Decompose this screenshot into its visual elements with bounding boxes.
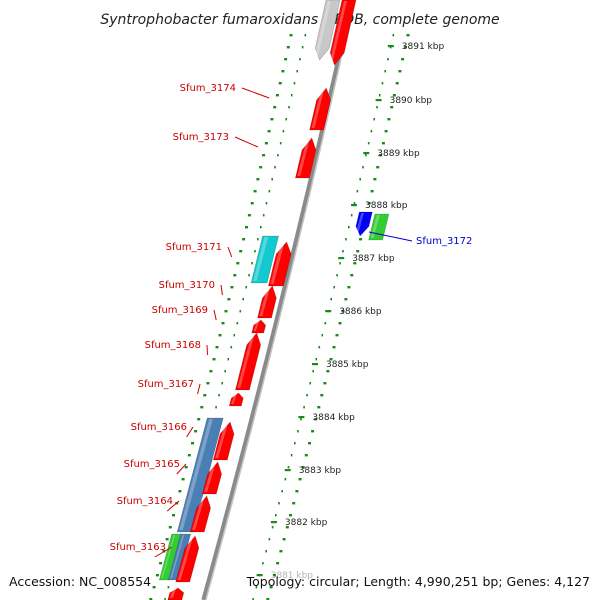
gene-sfum-3169-highlight	[253, 321, 260, 331]
gene-sfum-3165[interactable]	[201, 461, 222, 495]
gene-sfum-3163-green-highlight	[161, 535, 176, 578]
gene-sfum-3164[interactable]	[189, 495, 211, 533]
gene-sfum-3174-highlight	[311, 89, 325, 128]
gene-red-bottom-highlight	[169, 589, 176, 598]
gene-labels[interactable]: Sfum_3174 Sfum_3173 Sfum_3171 Sfum_3170 Sfum…	[110, 83, 473, 558]
gene-sfum-3163[interactable]	[175, 535, 200, 583]
gene-steelblue-block-highlight	[179, 419, 213, 530]
kbp-ticks: 3891 kbp 3890 kbp 3889 kbp 3888 kbp 3887 kbp…	[256, 42, 445, 581]
kbp-tick-label: 3890 kbp	[390, 96, 433, 106]
gene-sfum-3170-highlight	[259, 287, 271, 316]
gene-sfum-3172-blue[interactable]	[355, 211, 373, 237]
kbp-tick-label: 3888 kbp	[365, 201, 408, 211]
kbp-tick-label: 3885 kbp	[326, 360, 369, 370]
gene-gray-top[interactable]	[314, 0, 341, 61]
kbp-tick-label: 3887 kbp	[352, 254, 395, 264]
gene-label-sfum-3166[interactable]: Sfum_3166	[131, 422, 187, 433]
gene-sfum-3174[interactable]	[309, 87, 331, 131]
gene-sfum-3165-highlight	[204, 463, 216, 492]
gene-sfum-3173[interactable]	[295, 137, 317, 179]
gene-label-sfum-3170[interactable]: Sfum_3170	[159, 280, 215, 291]
gene-sfum-3168-highlight	[237, 334, 255, 388]
gene-sfum-3172-blue-highlight	[355, 213, 364, 234]
kbp-tick-label: 3881 kbp	[271, 571, 314, 581]
kbp-tick-label: 3884 kbp	[312, 413, 355, 423]
gene-sfum-3172[interactable]	[368, 213, 390, 241]
gene-sfum-3164-highlight	[192, 497, 205, 530]
gene-label-sfum-3174[interactable]: Sfum_3174	[180, 83, 236, 94]
gene-label-sfum-3173[interactable]: Sfum_3173	[173, 132, 229, 143]
kbp-tick-label: 3886 kbp	[339, 307, 382, 317]
gene-sfum-3163-highlight	[177, 537, 194, 580]
gene-sfum-3167[interactable]	[228, 392, 244, 407]
gene-label-sfum-3172[interactable]: Sfum_3172	[416, 236, 472, 247]
gene-label-sfum-3165[interactable]: Sfum_3165	[124, 459, 180, 470]
gene-label-sfum-3164[interactable]: Sfum_3164	[117, 496, 173, 507]
gene-sfum-3172-highlight	[370, 215, 380, 238]
gene-sfum-3163-steel-highlight	[170, 535, 185, 578]
gene-red-top[interactable]	[329, 0, 357, 66]
gene-features[interactable]	[158, 0, 390, 600]
kbp-tick-label: 3891 kbp	[402, 42, 445, 52]
genome-title: Syntrophobacter fumaroxidans MPOB, compl…	[100, 12, 499, 28]
gene-label-sfum-3169[interactable]: Sfum_3169	[152, 305, 208, 316]
gene-sfum-3167-highlight	[231, 394, 237, 404]
gene-sfum-3173-highlight	[297, 139, 310, 176]
gene-red-top-highlight	[329, 1, 347, 63]
accession-text: Accession: NC_008554	[9, 574, 152, 589]
gene-gray-top-highlight	[314, 1, 331, 58]
kbp-tick-label: 3889 kbp	[377, 149, 420, 159]
gene-sfum-3171-red-highlight	[270, 243, 285, 284]
gene-sfum-3171[interactable]	[250, 235, 279, 284]
dotted-guide-lines	[149, 34, 410, 600]
gene-label-sfum-3167[interactable]: Sfum_3167	[138, 379, 194, 390]
gene-label-sfum-3168[interactable]: Sfum_3168	[145, 340, 201, 351]
gene-sfum-3171-red[interactable]	[268, 241, 292, 287]
gene-red-bottom[interactable]	[167, 587, 185, 600]
gene-sfum-3168[interactable]	[235, 332, 262, 391]
gene-sfum-3166-highlight	[215, 423, 228, 458]
kbp-tick-label: 3883 kbp	[299, 466, 342, 476]
kbp-tick-label: 3882 kbp	[285, 518, 328, 528]
gene-label-sfum-3163[interactable]: Sfum_3163	[110, 542, 166, 553]
gene-sfum-3169[interactable]	[251, 319, 267, 334]
topology-text: Topology: circular; Length: 4,990,251 bp…	[246, 574, 590, 589]
gene-sfum-3171-highlight	[253, 237, 269, 281]
gene-sfum-3166[interactable]	[212, 421, 235, 461]
gene-label-sfum-3171[interactable]: Sfum_3171	[166, 242, 222, 253]
gene-sfum-3170[interactable]	[257, 285, 277, 319]
